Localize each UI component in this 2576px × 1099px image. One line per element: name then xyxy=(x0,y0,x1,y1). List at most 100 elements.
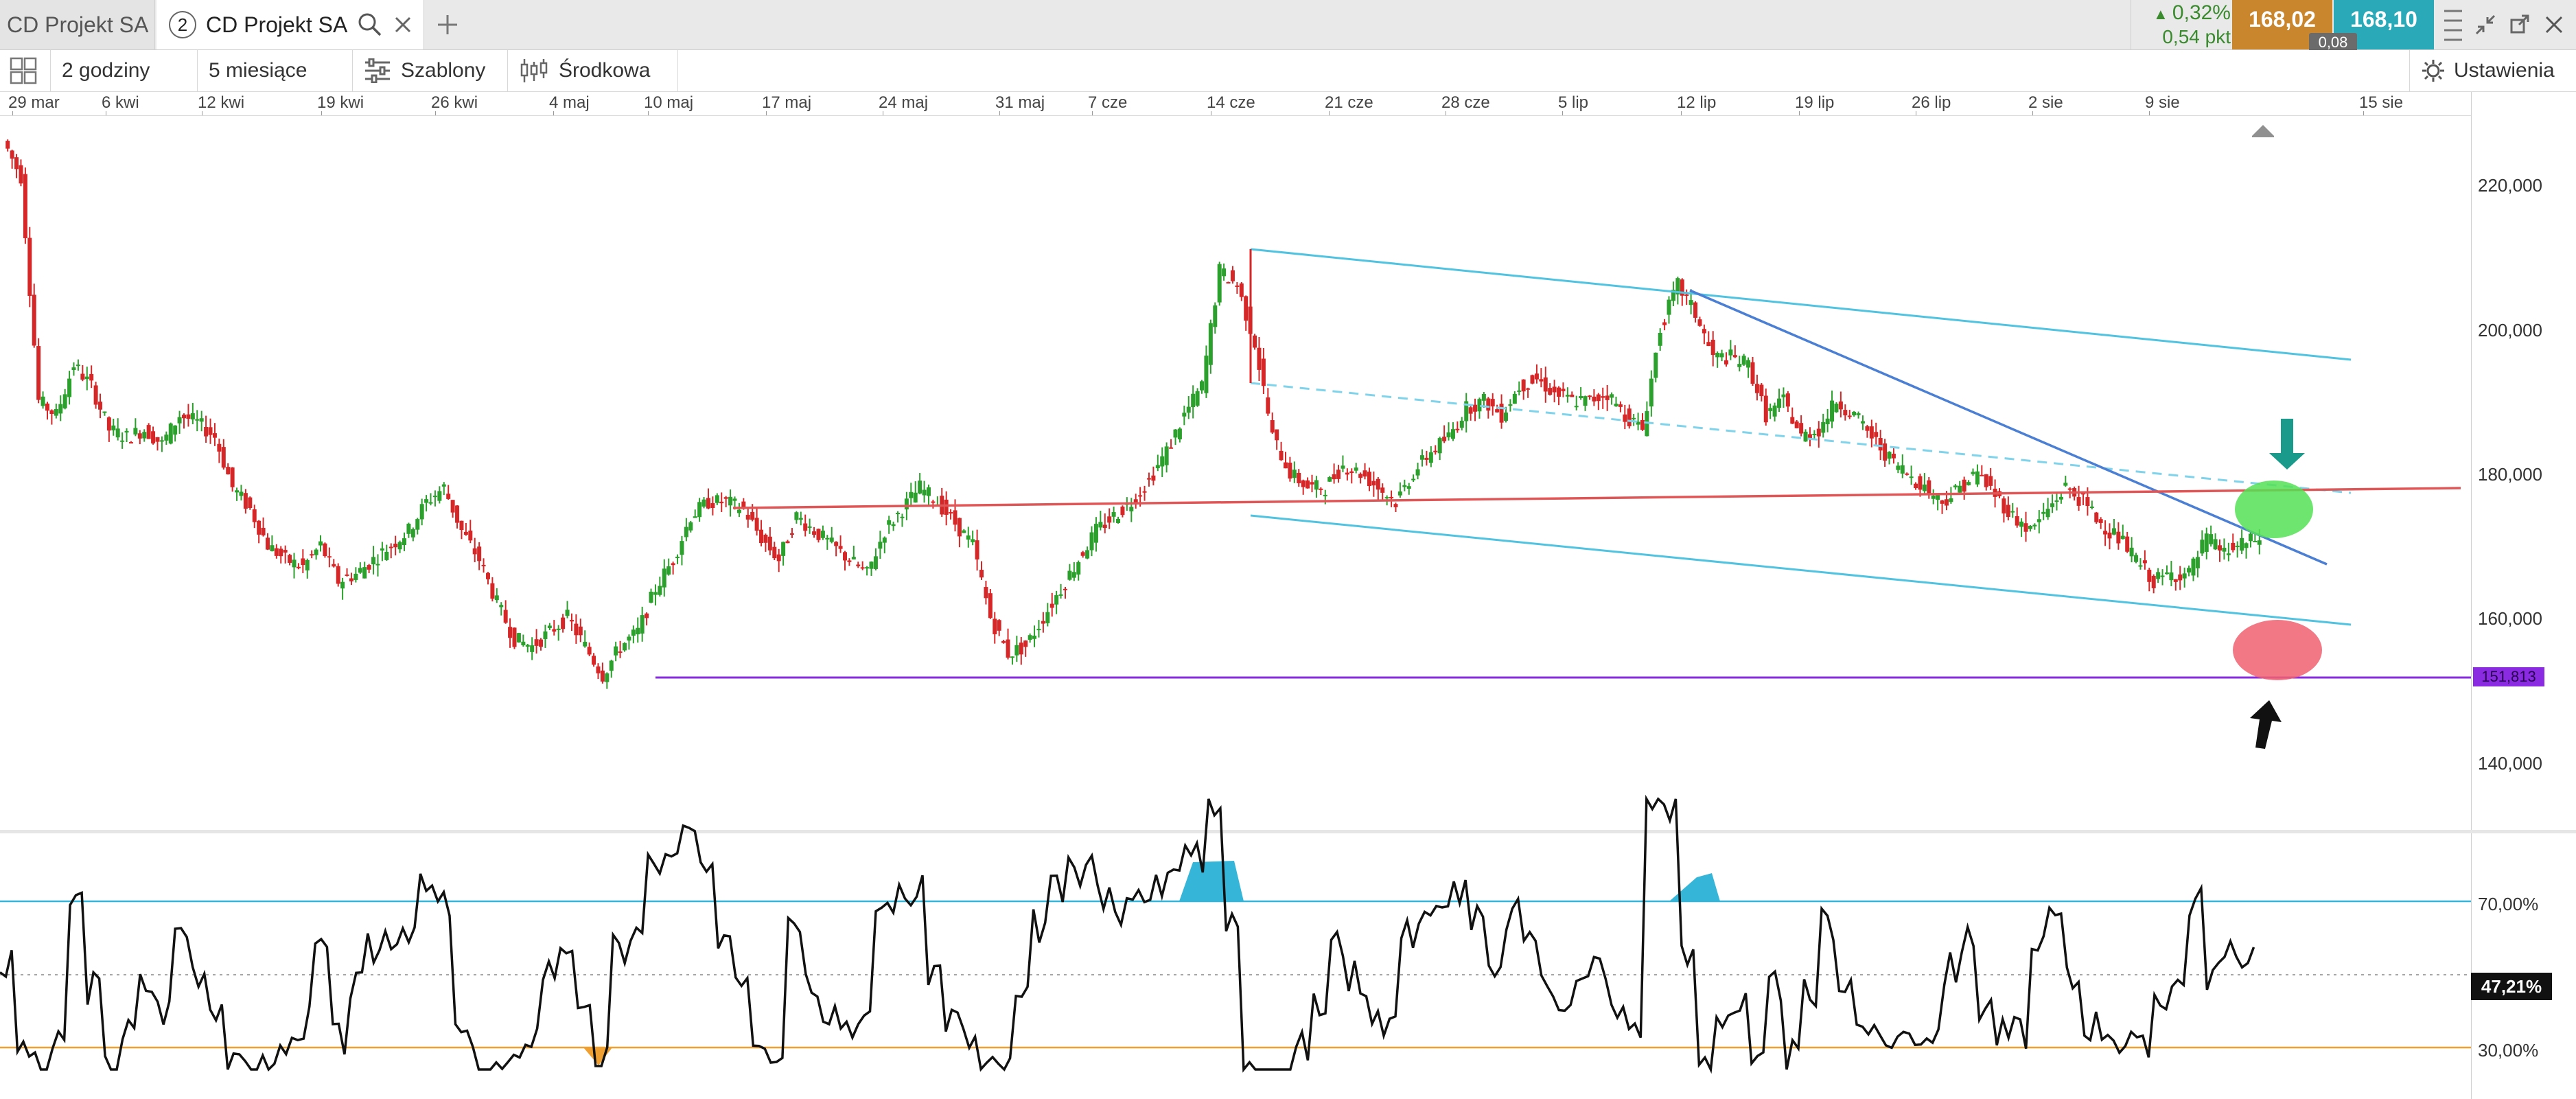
tab-cd-projekt-1[interactable]: CD Projekt SA xyxy=(0,0,155,49)
candle-body xyxy=(1045,612,1050,623)
candle-body xyxy=(494,595,499,601)
candle-body xyxy=(1054,595,1059,605)
price-change-percent: ▲ 0,32% xyxy=(2153,1,2231,24)
candle-body xyxy=(543,631,548,639)
panel-separator[interactable] xyxy=(0,830,2576,833)
candle-body xyxy=(186,414,191,419)
candle-body xyxy=(1406,486,1411,489)
channel-lower-line[interactable] xyxy=(1250,514,2352,626)
candle-body xyxy=(2089,506,2094,508)
candle-body xyxy=(807,526,812,528)
settings-button[interactable]: Ustawienia xyxy=(2409,50,2576,91)
candle-body xyxy=(1071,572,1076,578)
candle-body xyxy=(1900,465,1905,474)
candle-body xyxy=(600,670,605,682)
up-arrow-icon xyxy=(2250,700,2282,749)
candle-body xyxy=(1019,643,1023,655)
candle-body xyxy=(27,238,32,297)
channel-mid-line[interactable] xyxy=(1250,382,2352,494)
interval-dropdown[interactable]: 2 godziny xyxy=(51,50,198,91)
tab-cd-projekt-2[interactable]: 2 CD Projekt SA xyxy=(156,0,424,49)
candle-body xyxy=(265,537,270,550)
candle-body xyxy=(2187,568,2192,572)
candle-body xyxy=(102,411,107,413)
candle-body xyxy=(14,157,19,170)
candle-body xyxy=(745,514,750,520)
candle-body xyxy=(1715,353,1720,358)
candle-body xyxy=(2231,542,2236,551)
candle-body xyxy=(279,548,283,557)
tab-label: CD Projekt SA xyxy=(206,12,348,37)
candle-body xyxy=(388,546,393,548)
candle-body xyxy=(1107,516,1112,523)
candle-body xyxy=(402,538,407,545)
candle-body xyxy=(1490,399,1495,407)
candle-body xyxy=(856,564,861,566)
candle-body xyxy=(1697,319,1702,326)
candle-body xyxy=(1561,389,1566,391)
candle-body xyxy=(2080,493,2085,495)
candle-body xyxy=(367,565,371,570)
rsi-line xyxy=(0,794,2255,1074)
candle-body xyxy=(1565,395,1570,397)
candle-body xyxy=(926,487,931,496)
date-label: 29 mar xyxy=(8,93,60,112)
candle-body xyxy=(944,499,949,515)
candle-body xyxy=(1931,496,1936,499)
candle-body xyxy=(1785,393,1790,407)
candle-body xyxy=(1772,405,1777,417)
candle-body xyxy=(1323,494,1327,496)
candle-body xyxy=(525,645,530,647)
menu-icon[interactable] xyxy=(2438,0,2468,49)
resistance-line[interactable] xyxy=(732,487,2461,509)
channel-upper-line[interactable] xyxy=(1250,248,2352,361)
range-dropdown[interactable]: 5 miesiące xyxy=(198,50,353,91)
candle-body xyxy=(1411,478,1416,481)
date-label: 19 lip xyxy=(1795,93,1835,112)
candle-body xyxy=(675,557,680,559)
candle-body xyxy=(2120,535,2125,540)
price-chart[interactable] xyxy=(0,0,2471,1099)
sell-price-button[interactable]: 168,02 xyxy=(2232,0,2332,49)
candle-body xyxy=(1477,399,1482,412)
candle-body xyxy=(706,498,710,509)
chart-toolbar: 2 godziny 5 miesiące Szablony Środkowa U… xyxy=(0,50,2576,92)
candle-body xyxy=(750,511,755,520)
candle-body xyxy=(463,531,468,535)
candle-body xyxy=(1283,462,1288,469)
candle-body xyxy=(1807,434,1812,439)
rsi-lower-label: 30,00% xyxy=(2478,1040,2539,1061)
candle-body xyxy=(2257,540,2262,545)
home-marker-icon[interactable] xyxy=(2252,125,2274,137)
candle-body xyxy=(212,433,217,438)
candle-body xyxy=(1213,305,1218,327)
plus-icon[interactable] xyxy=(426,0,469,49)
window-close-icon[interactable] xyxy=(2537,0,2571,49)
search-icon[interactable] xyxy=(357,12,383,38)
candle-body xyxy=(1517,390,1522,392)
candle-body xyxy=(1574,406,1579,408)
candle-body xyxy=(614,646,618,656)
candle-body xyxy=(1442,437,1447,441)
candle-body xyxy=(1376,478,1380,490)
candle-body xyxy=(270,545,275,551)
shrink-icon[interactable] xyxy=(2468,0,2503,49)
candle-body xyxy=(23,174,27,238)
downtrend-line[interactable] xyxy=(1689,289,2328,566)
candle-body xyxy=(1689,300,1693,305)
popout-icon[interactable] xyxy=(2503,0,2537,49)
candle-body xyxy=(1420,455,1425,460)
candle-body xyxy=(1724,360,1728,365)
date-label: 12 kwi xyxy=(198,93,245,112)
templates-label: Szablony xyxy=(401,59,486,82)
candle-body xyxy=(1605,395,1610,400)
candle-body xyxy=(922,489,927,496)
candle-body xyxy=(164,435,169,441)
layout-icon[interactable] xyxy=(0,50,51,91)
templates-button[interactable]: Szablony xyxy=(353,50,508,91)
indicator-button[interactable]: Środkowa xyxy=(508,50,678,91)
candle-body xyxy=(2253,540,2258,542)
close-icon[interactable] xyxy=(394,16,412,34)
candle-body xyxy=(2050,503,2055,507)
candle-body xyxy=(76,365,80,367)
